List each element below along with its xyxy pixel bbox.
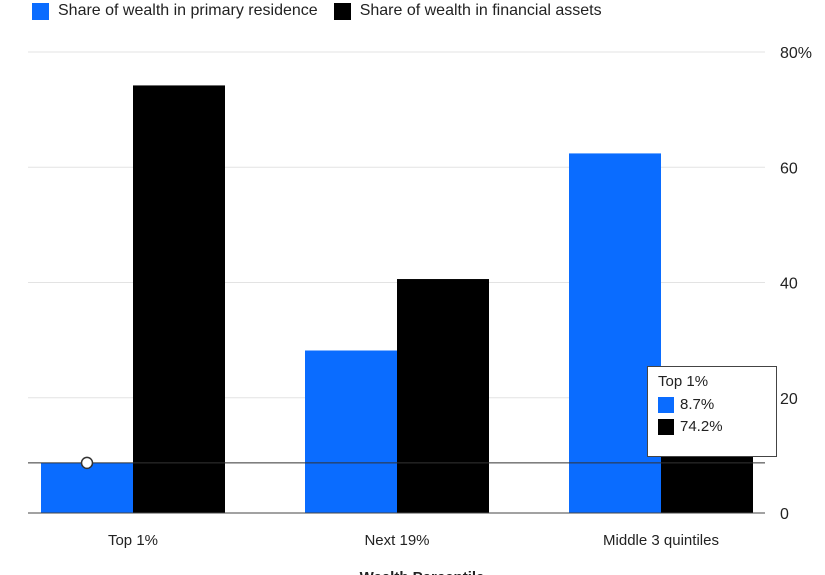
- legend-item-primary-residence[interactable]: Share of wealth in primary residence: [32, 2, 318, 20]
- y-tick-label-80: 80%: [780, 45, 812, 62]
- tooltip-title: Top 1%: [658, 373, 709, 390]
- legend-item-financial-assets[interactable]: Share of wealth in financial assets: [333, 2, 602, 20]
- x-tick-label-2: Middle 3 quintiles: [603, 532, 719, 549]
- x-tick-label-1: Next 19%: [364, 532, 429, 549]
- y-tick-label-0: 0: [780, 506, 789, 523]
- tooltip-value-primary-residence: 8.7%: [680, 396, 715, 413]
- bar-primary-residence-1[interactable]: [305, 350, 397, 513]
- y-tick-label-40: 40: [780, 276, 798, 293]
- tooltip-row-financial-assets: 74.2%: [658, 418, 766, 435]
- legend-swatch-financial-assets: [333, 2, 351, 20]
- y-tick-label-60: 60: [780, 160, 798, 177]
- legend-swatch-primary-residence: [32, 2, 49, 20]
- tooltip-swatch-financial-assets: [658, 418, 674, 435]
- chart-legend: Share of wealth in primary residence Sha…: [32, 0, 618, 22]
- x-axis-title: Wealth Percentile: [360, 569, 485, 575]
- chart-tooltip: Top 1% 8.7% 74.2%: [647, 366, 777, 457]
- tooltip-value-financial-assets: 74.2%: [680, 418, 723, 435]
- tooltip-row-primary-residence: 8.7%: [658, 396, 766, 413]
- tooltip-swatch-primary-residence: [658, 396, 674, 413]
- legend-label-financial-assets: Share of wealth in financial assets: [359, 2, 602, 19]
- hover-point-marker: [80, 456, 94, 470]
- bar-financial-assets-0[interactable]: [133, 85, 225, 514]
- x-tick-label-0: Top 1%: [108, 532, 158, 549]
- legend-label-primary-residence: Share of wealth in primary residence: [58, 2, 318, 19]
- y-tick-label-20: 20: [780, 391, 798, 408]
- bar-financial-assets-2[interactable]: [661, 455, 753, 513]
- bar-primary-residence-0[interactable]: [41, 462, 133, 513]
- bar-financial-assets-1[interactable]: [397, 279, 489, 513]
- bar-primary-residence-2[interactable]: [569, 153, 661, 514]
